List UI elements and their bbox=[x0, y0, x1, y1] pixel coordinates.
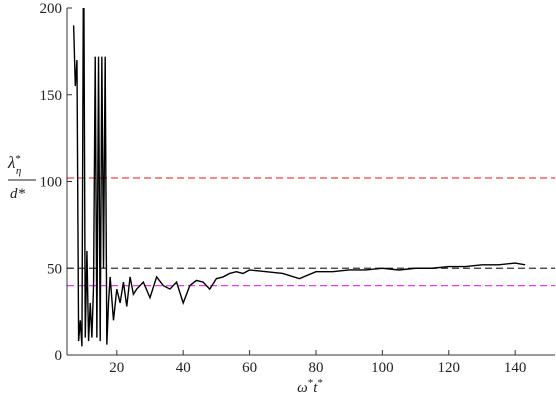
y-tick-label: 150 bbox=[40, 88, 63, 104]
y-label-denominator: d* bbox=[10, 186, 26, 202]
x-tick-label: 80 bbox=[308, 360, 323, 376]
x-tick-label: 140 bbox=[504, 360, 527, 376]
data-line bbox=[72, 8, 526, 347]
x-tick-label: 60 bbox=[242, 360, 257, 376]
x-tick-label: 40 bbox=[176, 360, 191, 376]
y-tick-label: 100 bbox=[40, 175, 63, 191]
x-tick-label: 120 bbox=[438, 360, 461, 376]
x-axis-label: ω*t* bbox=[297, 377, 323, 396]
y-tick-label: 200 bbox=[40, 1, 63, 17]
x-tick-label: 100 bbox=[371, 360, 394, 376]
y-tick-label: 0 bbox=[55, 348, 63, 364]
x-tick-label: 20 bbox=[109, 360, 124, 376]
y-tick-label: 50 bbox=[47, 261, 62, 277]
y-label-numerator: λ* η bbox=[7, 153, 21, 177]
